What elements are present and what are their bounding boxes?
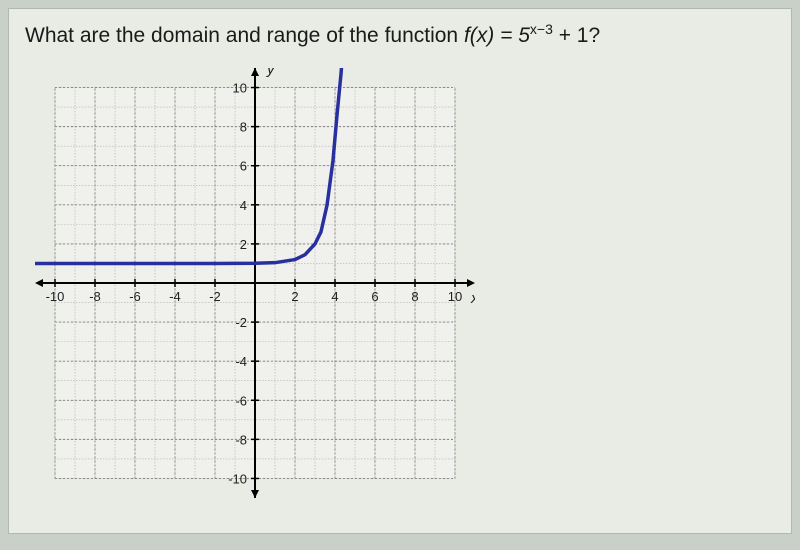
function-lhs: f(x) = 5 <box>464 24 530 47</box>
y-tick-label: 6 <box>240 159 247 174</box>
exponential-chart: -10 -10 -8 -8 -6 -6 -4 -4 -2 -2 2 2 4 4 6 6 8 8 10 10 y x <box>35 68 475 498</box>
y-tick-label: 2 <box>240 237 247 252</box>
x-tick-label: -2 <box>209 289 221 304</box>
y-tick-label: -2 <box>235 315 247 330</box>
x-axis-label: x <box>470 290 475 307</box>
x-tick-label: 2 <box>291 289 298 304</box>
y-tick-label: 4 <box>240 198 247 213</box>
x-tick-label: -10 <box>46 289 65 304</box>
x-tick-label: -6 <box>129 289 141 304</box>
y-axis-label: y <box>266 68 276 78</box>
x-tick-label: 6 <box>371 289 378 304</box>
question-prefix: What are the domain and range of the fun… <box>25 24 464 47</box>
question-text: What are the domain and range of the fun… <box>25 21 775 48</box>
chart-container: -10 -10 -8 -8 -6 -6 -4 -4 -2 -2 2 2 4 4 6 6 8 8 10 10 y x <box>35 68 475 498</box>
y-tick-label: 8 <box>240 120 247 135</box>
question-suffix: ? <box>588 24 600 47</box>
function-rhs: + 1 <box>553 24 589 47</box>
y-tick-label: -8 <box>235 432 247 447</box>
x-tick-label: 8 <box>411 289 418 304</box>
x-tick-label: 10 <box>448 289 462 304</box>
y-tick-label: -4 <box>235 354 247 369</box>
x-tick-label: -8 <box>89 289 101 304</box>
y-tick-label: -10 <box>228 471 247 486</box>
x-tick-label: -4 <box>169 289 181 304</box>
x-tick-label: 4 <box>331 289 338 304</box>
page-container: What are the domain and range of the fun… <box>8 8 792 534</box>
y-tick-label: 10 <box>233 81 247 96</box>
function-exponent: x−3 <box>530 21 553 37</box>
y-tick-label: -6 <box>235 393 247 408</box>
